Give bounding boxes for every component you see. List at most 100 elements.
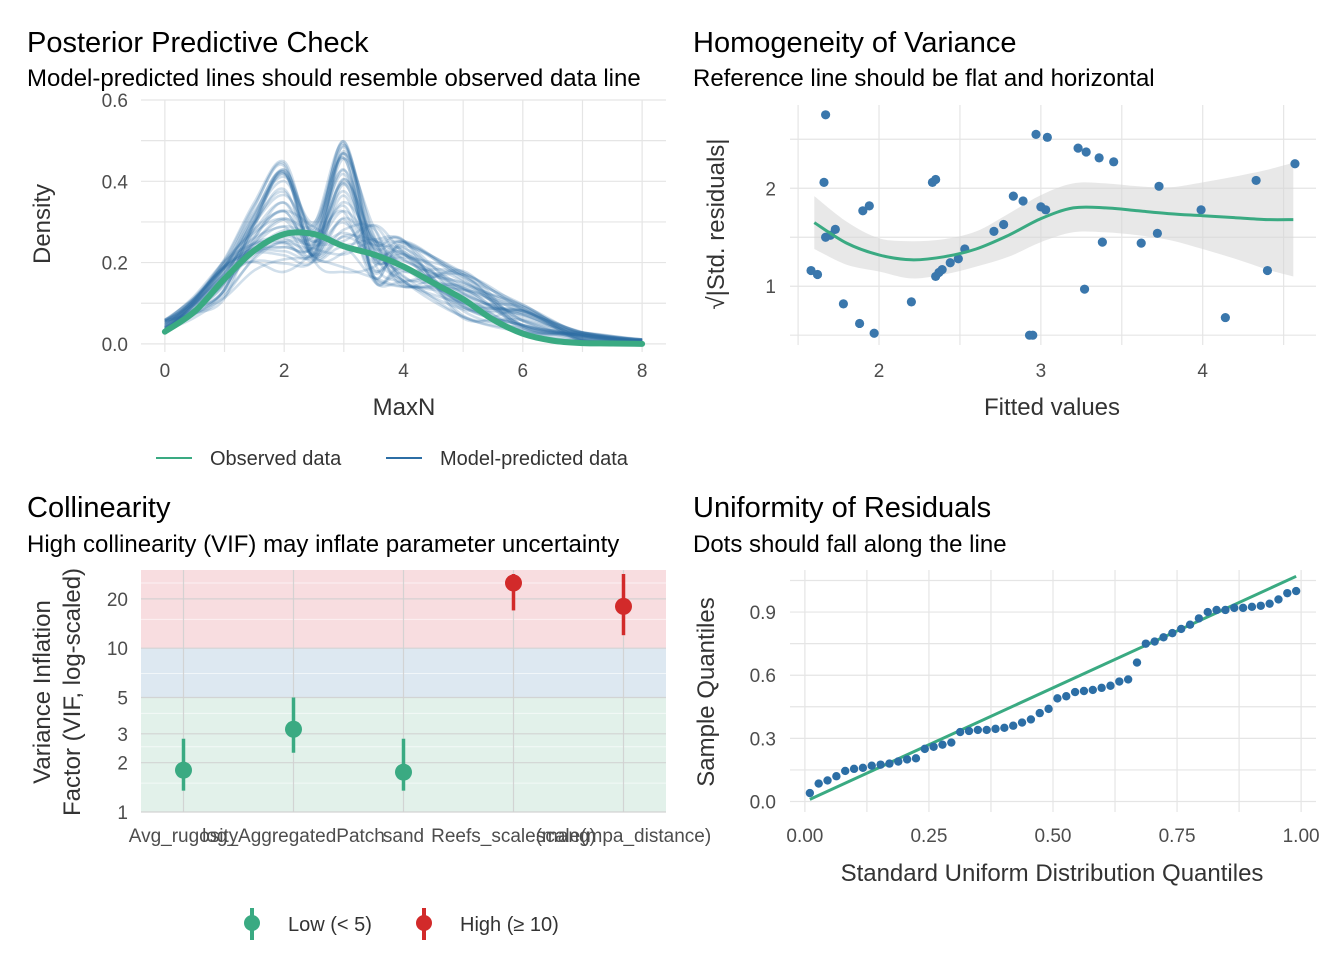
uniformity-point-39 bbox=[1150, 637, 1159, 646]
uniformity-points bbox=[805, 586, 1301, 798]
collinearity-ylabel-line2: Factor (VIF, log-scaled) bbox=[59, 568, 86, 816]
uniformity-point-46 bbox=[1212, 605, 1221, 615]
uniformity-point-9 bbox=[885, 759, 894, 768]
hov-point-36 bbox=[1109, 157, 1119, 167]
ppc-ytick-0.2: 0.2 bbox=[102, 254, 128, 275]
hov-point-24 bbox=[1018, 196, 1028, 206]
hov-point-32 bbox=[1081, 147, 1091, 157]
ppc-predicted-line-0 bbox=[163, 177, 643, 342]
ppc-predicted-line-18 bbox=[164, 152, 643, 342]
ppc-xlabel: MaxN bbox=[373, 394, 436, 421]
ppc-ytick-0.4: 0.4 bbox=[102, 172, 129, 193]
collinearity-ytick-2: 2 bbox=[117, 754, 128, 775]
uniformity-point-7 bbox=[867, 761, 876, 770]
hov-xtick-2: 2 bbox=[874, 361, 885, 382]
uniformity-point-12 bbox=[911, 754, 921, 763]
hov-point-23 bbox=[1008, 191, 1018, 201]
ppc-predicted-line-17 bbox=[164, 204, 643, 343]
collinearity-point-3 bbox=[505, 574, 522, 592]
uniformity-point-34 bbox=[1106, 681, 1115, 690]
uniformity-point-24 bbox=[1017, 718, 1027, 727]
uniformity-plot: 0.00 0.25 0.50 0.75 1.00 0.0 0.3 0.6 0.9 bbox=[750, 570, 1320, 847]
uniformity-point-55 bbox=[1291, 586, 1301, 596]
uniformity-point-49 bbox=[1238, 603, 1248, 613]
hov-confidence-band bbox=[814, 162, 1294, 279]
uniformity-point-50 bbox=[1247, 602, 1257, 612]
uniformity-point-31 bbox=[1079, 686, 1089, 696]
ppc-predicted-line-8 bbox=[164, 201, 643, 341]
legend-low-label: Low (< 5) bbox=[288, 914, 372, 936]
hov-point-34 bbox=[1097, 237, 1107, 247]
uniformity-point-6 bbox=[858, 763, 868, 773]
ppc-predicted-line-13 bbox=[163, 145, 643, 343]
uniformity-ytick-0.6: 0.6 bbox=[750, 666, 776, 687]
ppc-ytick-0.6: 0.6 bbox=[102, 91, 128, 112]
collinearity-point-2 bbox=[395, 763, 412, 781]
uniformity-title: Uniformity of Residuals bbox=[693, 492, 991, 524]
uniformity-point-8 bbox=[876, 760, 885, 769]
collinearity-ytick-10: 10 bbox=[107, 639, 128, 660]
collinearity-ylabel-line1: Variance Inflation bbox=[29, 600, 56, 784]
uniformity-point-43 bbox=[1185, 620, 1195, 629]
legend-high-label: High (≥ 10) bbox=[460, 914, 559, 936]
ppc-predicted-line-34 bbox=[163, 163, 643, 345]
hov-point-30 bbox=[1042, 132, 1052, 142]
uniformity-point-23 bbox=[1009, 721, 1018, 730]
uniformity-point-37 bbox=[1132, 658, 1142, 667]
uniformity-point-40 bbox=[1159, 633, 1168, 642]
uniformity-point-41 bbox=[1168, 628, 1177, 638]
hov-point-1 bbox=[812, 269, 823, 280]
uniformity-point-29 bbox=[1062, 692, 1071, 701]
collinearity-xtick-4: scale(mpa_distance) bbox=[536, 826, 711, 847]
ppc-predicted-line-26 bbox=[164, 167, 643, 343]
ppc-predicted-line-29 bbox=[164, 170, 643, 345]
hov-point-35 bbox=[1079, 284, 1090, 294]
uniformity-point-21 bbox=[991, 724, 1000, 734]
hov-point-44 bbox=[1290, 159, 1300, 169]
uniformity-ytick-0.3: 0.3 bbox=[750, 729, 776, 750]
collinearity-title: Collinearity bbox=[27, 492, 171, 524]
uniformity-point-16 bbox=[947, 738, 956, 747]
collinearity-xtick-0: Avg_rugosity bbox=[129, 826, 239, 847]
legend-high-dot bbox=[416, 915, 432, 931]
ppc-legend: Observed data Model-predicted data bbox=[156, 448, 629, 470]
ppc-xtick-6: 6 bbox=[518, 361, 529, 382]
hov-point-17 bbox=[937, 264, 947, 275]
uniformity-point-35 bbox=[1115, 677, 1124, 686]
ppc-predicted-line-3 bbox=[164, 224, 643, 346]
collinearity-xtick-3: Reefs_scale(mang) bbox=[431, 826, 596, 847]
ppc-predicted-line-32 bbox=[164, 169, 643, 345]
uniformity-point-17 bbox=[955, 727, 965, 737]
ppc-predicted-line-37 bbox=[164, 178, 643, 344]
hov-point-37 bbox=[1136, 238, 1146, 248]
uniformity-point-51 bbox=[1256, 601, 1265, 610]
uniformity-subtitle: Dots should fall along the line bbox=[693, 531, 1007, 558]
hov-subtitle: Reference line should be flat and horizo… bbox=[693, 65, 1155, 92]
ppc-observed-line bbox=[161, 229, 646, 347]
hov-title: Homogeneity of Variance bbox=[693, 27, 1016, 59]
hov-point-43 bbox=[1262, 265, 1273, 276]
hov-point-27 bbox=[1031, 129, 1041, 139]
hov-xtick-4: 4 bbox=[1197, 361, 1208, 382]
uniformity-point-28 bbox=[1053, 694, 1062, 703]
hov-point-6 bbox=[830, 224, 840, 235]
ppc-predicted-line-39 bbox=[164, 152, 643, 343]
hov-point-21 bbox=[989, 226, 999, 236]
uniformity-point-38 bbox=[1141, 639, 1151, 648]
ppc-xtick-4: 4 bbox=[398, 361, 409, 382]
ppc-title: Posterior Predictive Check bbox=[27, 27, 369, 59]
ppc-plot: 0 2 4 6 8 0.0 0.2 0.4 0.6 bbox=[102, 91, 666, 382]
uniformity-point-13 bbox=[920, 744, 929, 754]
hov-point-42 bbox=[1251, 175, 1261, 186]
uniformity-point-52 bbox=[1265, 599, 1274, 608]
hov-point-40 bbox=[1196, 205, 1206, 215]
uniformity-point-47 bbox=[1221, 605, 1230, 615]
hov-point-10 bbox=[864, 201, 874, 211]
hov-point-22 bbox=[999, 219, 1009, 230]
legend-observed-label: Observed data bbox=[210, 448, 342, 470]
uniformity-point-42 bbox=[1177, 624, 1186, 634]
uniformity-xtick-0.75: 0.75 bbox=[1159, 826, 1196, 847]
hov-point-2 bbox=[819, 177, 829, 187]
uniformity-point-11 bbox=[902, 755, 912, 764]
